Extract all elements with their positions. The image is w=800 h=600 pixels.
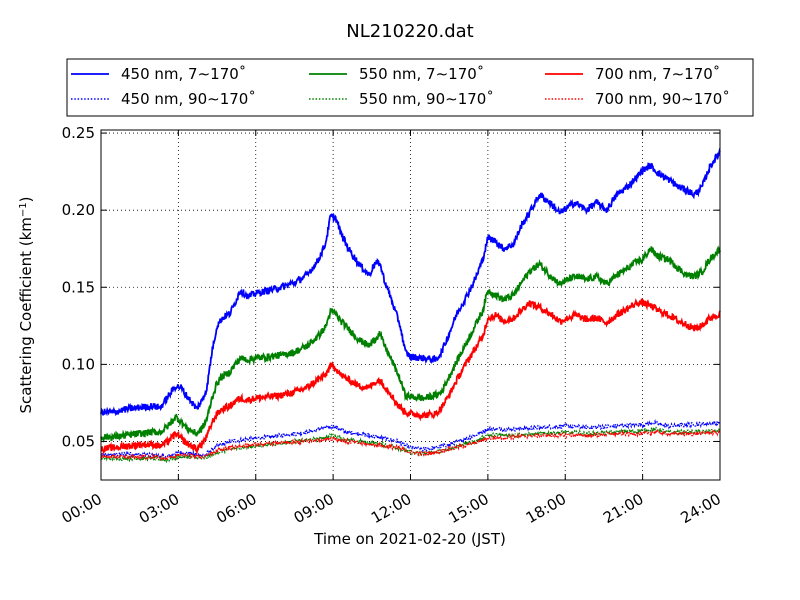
legend-label: 700 nm, 90∼170˚	[595, 90, 730, 108]
x-tick-label: 00:00	[59, 490, 105, 527]
plot-series	[100, 147, 721, 464]
series-line	[100, 428, 721, 462]
y-tick-label: 0.25	[62, 124, 95, 142]
series-line	[100, 298, 721, 456]
y-axis-title-sup: −1	[18, 202, 29, 217]
x-tick-label: 24:00	[678, 490, 724, 527]
y-tick-label: 0.15	[62, 278, 95, 296]
y-axis-title-main: Scattering Coefficient (km	[17, 217, 35, 413]
y-tick-label: 0.20	[62, 201, 95, 219]
x-axis-title: Time on 2021-02-20 (JST)	[313, 530, 506, 548]
x-tick-label: 03:00	[136, 490, 182, 527]
legend-label: 550 nm, 90∼170˚	[359, 90, 494, 108]
x-tick-label: 06:00	[213, 490, 259, 527]
axis-ticks: 00:00 03:00 06:00 09:00 12:00 15:00 18:00 21:00…	[59, 124, 724, 527]
y-axis-title: Scattering Coefficient (km−1)	[17, 196, 35, 413]
series-line	[100, 147, 721, 417]
legend-label: 700 nm, 7∼170˚	[595, 65, 720, 83]
legend-label: 450 nm, 7∼170˚	[121, 65, 246, 83]
chart-title: NL210220.dat	[346, 21, 473, 42]
series-line	[100, 245, 721, 444]
legend: 450 nm, 7∼170˚ 550 nm, 7∼170˚ 700 nm, 7∼17…	[66, 58, 754, 117]
x-tick-label: 15:00	[445, 490, 491, 527]
legend-label: 450 nm, 90∼170˚	[121, 90, 256, 108]
y-tick-label: 0.10	[62, 355, 95, 373]
grid	[100, 130, 721, 480]
x-tick-label: 12:00	[368, 490, 414, 527]
x-tick-label: 09:00	[291, 490, 337, 527]
series-line	[100, 418, 721, 461]
legend-frame	[66, 58, 754, 117]
x-tick-label: 21:00	[600, 490, 646, 527]
y-axis-title-close: )	[17, 196, 35, 202]
legend-label: 550 nm, 7∼170˚	[359, 65, 484, 83]
y-tick-label: 0.05	[62, 432, 95, 450]
x-tick-label: 18:00	[523, 490, 569, 527]
